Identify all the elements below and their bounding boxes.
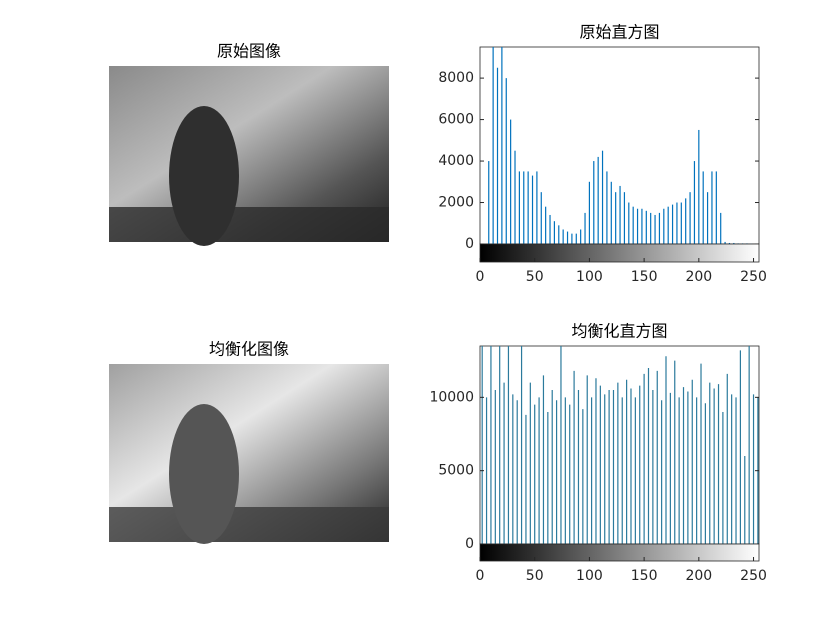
x-tick-label: 200 xyxy=(685,568,712,584)
chart-title: 均衡化图像 xyxy=(209,340,289,359)
x-tick-label: 50 xyxy=(526,568,544,584)
x-tick-label: 50 xyxy=(526,269,544,285)
x-tick-label: 150 xyxy=(631,269,658,285)
y-tick-label: 10000 xyxy=(429,389,474,405)
chart-title: 均衡化直方图 xyxy=(571,322,667,341)
y-tick-label: 4000 xyxy=(438,153,474,169)
image-ground xyxy=(109,507,389,542)
colorbar xyxy=(479,243,760,263)
y-tick-label: 0 xyxy=(465,536,474,552)
chart-title: 原始图像 xyxy=(217,42,281,61)
x-tick-label: 0 xyxy=(476,568,485,584)
x-tick-label: 0 xyxy=(476,269,485,285)
colorbar xyxy=(479,543,760,562)
figure-silhouette xyxy=(169,404,239,544)
y-tick-label: 6000 xyxy=(438,112,474,128)
x-tick-label: 200 xyxy=(685,269,712,285)
figure-silhouette xyxy=(169,106,239,246)
y-tick-label: 2000 xyxy=(438,195,474,211)
y-tick-label: 5000 xyxy=(438,463,474,479)
chart-title: 原始直方图 xyxy=(579,23,659,42)
x-tick-label: 250 xyxy=(740,269,767,285)
y-tick-label: 0 xyxy=(465,236,474,252)
x-tick-label: 150 xyxy=(631,568,658,584)
y-tick-label: 8000 xyxy=(438,70,474,86)
image-ground xyxy=(109,207,389,242)
x-tick-label: 100 xyxy=(576,568,603,584)
x-tick-label: 100 xyxy=(576,269,603,285)
x-tick-label: 250 xyxy=(740,568,767,584)
